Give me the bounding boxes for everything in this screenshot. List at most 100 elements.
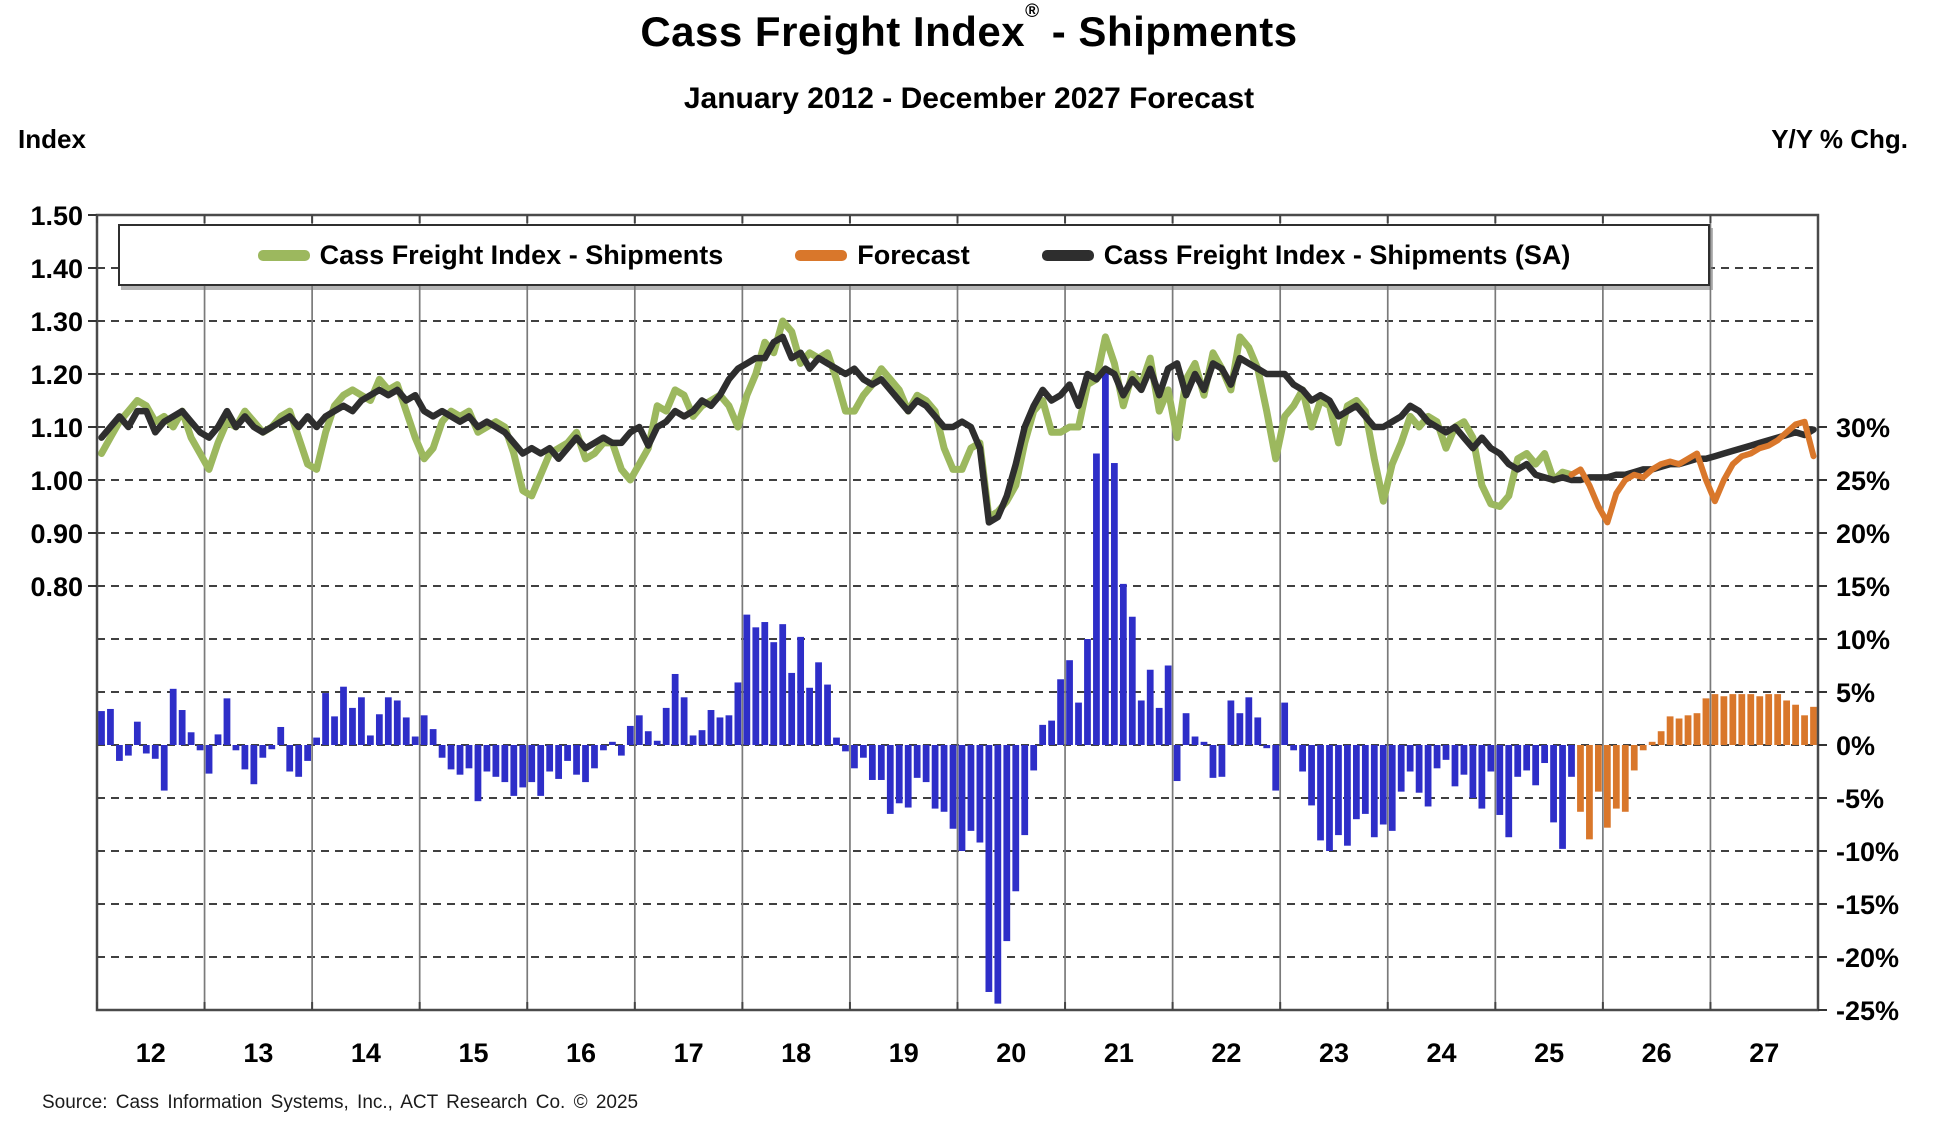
yoy-bar xyxy=(1227,700,1235,745)
yoy-bar xyxy=(1308,745,1315,806)
right-tick-label: -10% xyxy=(1836,837,1899,867)
yoy-bar xyxy=(1711,694,1719,745)
left-tick-label: 1.10 xyxy=(30,413,83,443)
legend-label-forecast: Forecast xyxy=(857,239,970,270)
sa-line-swatch-icon xyxy=(1041,249,1094,261)
yoy-bar xyxy=(1505,745,1513,838)
left-tick-label: 0.80 xyxy=(30,572,83,602)
yoy-bar xyxy=(797,636,805,745)
yoy-bar xyxy=(250,745,258,785)
yoy-bar xyxy=(1460,745,1468,775)
left-tick-label: 0.90 xyxy=(30,519,83,549)
yoy-bar xyxy=(205,745,213,774)
yoy-bar xyxy=(958,745,966,851)
yoy-bar xyxy=(286,745,294,772)
yoy-bar xyxy=(313,737,320,745)
yoy-bar xyxy=(465,745,473,769)
yoy-bar xyxy=(483,745,491,772)
yoy-bar xyxy=(1586,745,1593,840)
yoy-bar xyxy=(564,745,571,761)
yoy-bar xyxy=(528,745,536,783)
yoy-bar xyxy=(1379,745,1387,825)
yoy-bar xyxy=(1084,639,1091,745)
yoy-bar xyxy=(1648,741,1656,745)
right-tick-label: -20% xyxy=(1836,943,1899,973)
series-line xyxy=(98,333,1817,526)
yoy-bar xyxy=(1774,694,1782,745)
yoy-bar xyxy=(1119,583,1127,745)
yoy-bar xyxy=(707,710,715,745)
x-year-label: 24 xyxy=(1427,1038,1457,1068)
yoy-bar xyxy=(1030,745,1038,771)
yoy-bar xyxy=(1209,745,1217,778)
yoy-bar xyxy=(340,686,347,745)
yoy-bar xyxy=(429,729,437,745)
yoy-bar xyxy=(349,707,356,745)
yoy-bar xyxy=(1182,713,1190,745)
yoy-bar xyxy=(1469,745,1477,798)
yoy-bar xyxy=(1559,745,1566,849)
yoy-bar xyxy=(886,745,894,814)
yoy-bar xyxy=(1361,745,1369,814)
x-year-label: 20 xyxy=(996,1038,1026,1068)
left-tick-label: 1.40 xyxy=(30,254,83,284)
yoy-bar xyxy=(689,735,697,745)
yoy-bar xyxy=(1021,745,1029,836)
yoy-bar xyxy=(1496,745,1504,815)
yoy-bar xyxy=(1299,745,1306,772)
yoy-bar xyxy=(393,700,401,745)
yoy-bar xyxy=(1281,702,1289,745)
source-note: Source: Cass Information Systems, Inc., … xyxy=(42,1092,639,1113)
yoy-bar xyxy=(1801,715,1808,745)
yoy-bar xyxy=(824,684,831,745)
right-tick-label: 0% xyxy=(1836,731,1875,761)
yoy-bar xyxy=(1783,700,1791,745)
left-tick-label: 1.30 xyxy=(30,307,83,337)
yoy-bar xyxy=(232,745,240,751)
yoy-bar xyxy=(922,745,930,783)
yoy-bar xyxy=(591,745,598,769)
yoy-bar xyxy=(1693,713,1701,745)
yoy-bar xyxy=(223,698,231,745)
yoy-bar xyxy=(1263,745,1271,749)
yoy-bar xyxy=(1388,745,1396,831)
yoy-bar xyxy=(662,707,670,745)
right-tick-label: 20% xyxy=(1836,519,1890,549)
yoy-bar xyxy=(420,715,428,745)
yoy-bar xyxy=(1595,745,1602,792)
yoy-bar xyxy=(913,745,921,778)
left-tick-label: 1.20 xyxy=(30,360,83,390)
yoy-bar xyxy=(402,717,410,745)
yoy-bar xyxy=(1621,745,1629,812)
yoy-bar xyxy=(1424,745,1432,807)
x-year-label: 25 xyxy=(1534,1038,1564,1068)
yoy-bar xyxy=(644,731,652,745)
yoy-bar xyxy=(1344,745,1351,846)
yoy-bar xyxy=(1102,371,1109,745)
yoy-bar xyxy=(1075,702,1082,745)
yoy-bar xyxy=(582,745,589,783)
yoy-bar xyxy=(1146,669,1154,745)
chart-legend: Cass Freight Index - Shipments Forecast … xyxy=(118,224,1710,286)
yoy-bar xyxy=(815,662,822,745)
yoy-bar xyxy=(653,740,661,745)
yoy-bar xyxy=(555,745,563,779)
yoy-bar xyxy=(573,745,580,775)
yoy-bar xyxy=(1406,745,1414,772)
yoy-bar xyxy=(994,745,1002,1004)
yoy-bar xyxy=(1155,707,1163,745)
yoy-bar xyxy=(447,745,455,770)
yoy-bar xyxy=(1110,463,1118,745)
yoy-bar xyxy=(1550,745,1557,823)
yoy-bar xyxy=(976,745,984,843)
yoy-bar xyxy=(474,745,482,802)
yoy-bar xyxy=(1173,745,1181,782)
yoy-bar xyxy=(1684,715,1692,745)
x-year-label: 23 xyxy=(1319,1038,1349,1068)
yoy-bar xyxy=(295,745,303,777)
title-main: Cass Freight Index xyxy=(640,8,1026,55)
yoy-bar xyxy=(259,745,267,758)
yoy-bar xyxy=(770,642,778,745)
yoy-bar xyxy=(1612,745,1620,809)
right-tick-label: 5% xyxy=(1836,678,1875,708)
